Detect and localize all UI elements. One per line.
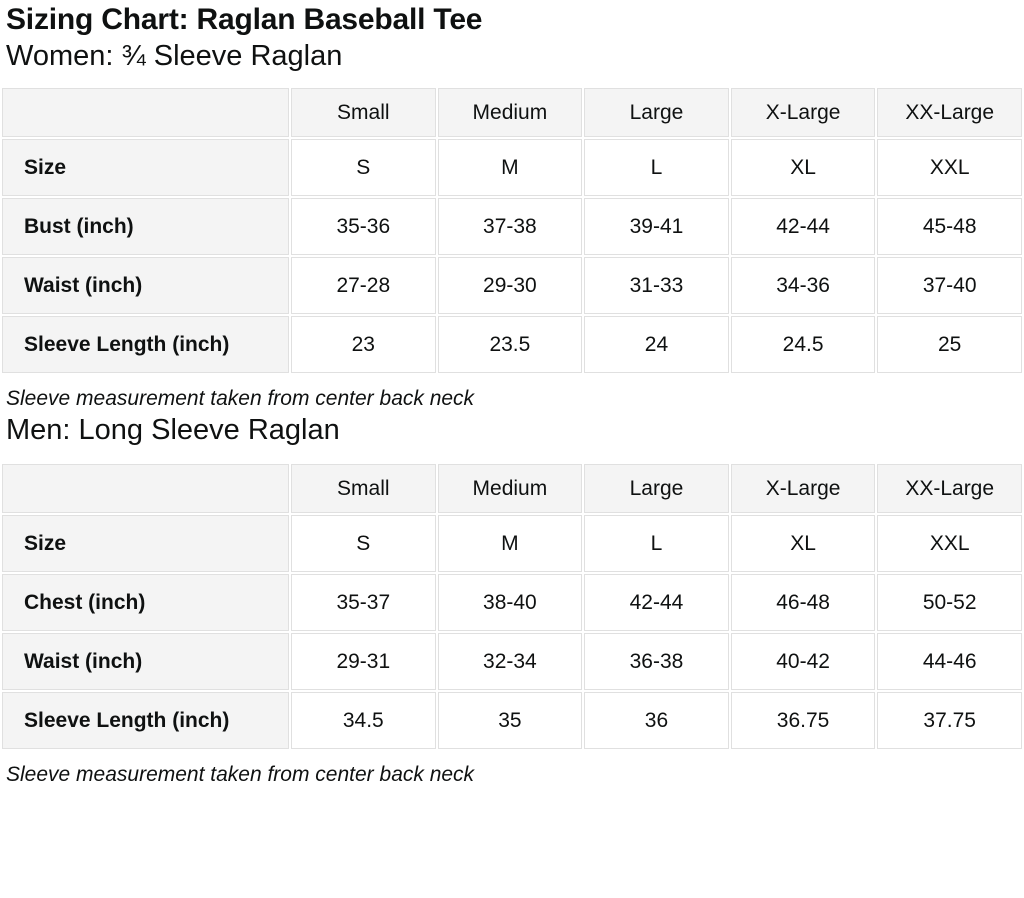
women-column-header-medium: Medium	[437, 88, 583, 137]
table-cell: 24	[584, 316, 729, 373]
table-cell: 36.75	[730, 692, 876, 749]
section-heading-women: Women: ¾ Sleeve Raglan	[6, 40, 343, 72]
row-label-sleeve-length: Sleeve Length (inch)	[2, 692, 289, 749]
women-column-header-small: Small	[291, 88, 436, 137]
table-cell: M	[437, 515, 583, 572]
table-cell: XXL	[877, 139, 1022, 196]
table-cell: 44-46	[877, 633, 1022, 690]
table-cell: S	[291, 515, 436, 572]
men-sizing-table: Small Medium Large X-Large XX-Large Size…	[0, 462, 1024, 751]
women-row-bust: Bust (inch) 35-36 37-38 39-41 42-44 45-4…	[2, 198, 1022, 255]
table-cell: 31-33	[584, 257, 729, 314]
men-column-header-medium: Medium	[437, 464, 583, 513]
men-row-size: Size S M L XL XXL	[2, 515, 1022, 572]
women-column-header-large: Large	[584, 88, 729, 137]
men-column-header-xlarge: X-Large	[730, 464, 876, 513]
row-label-size: Size	[2, 515, 289, 572]
page-title: Sizing Chart: Raglan Baseball Tee	[6, 3, 483, 36]
table-cell: 40-42	[730, 633, 876, 690]
table-cell: L	[584, 139, 729, 196]
men-corner-cell	[2, 464, 289, 513]
table-cell: 37.75	[877, 692, 1022, 749]
women-table-note: Sleeve measurement taken from center bac…	[6, 387, 475, 410]
table-cell: 42-44	[730, 198, 876, 255]
men-header-row: Small Medium Large X-Large XX-Large	[2, 464, 1022, 513]
men-table-note: Sleeve measurement taken from center bac…	[6, 763, 475, 786]
table-cell: 34-36	[730, 257, 876, 314]
sizing-chart-page: Sizing Chart: Raglan Baseball Tee Women:…	[0, 3, 1024, 786]
women-row-sleeve-length: Sleeve Length (inch) 23 23.5 24 24.5 25	[2, 316, 1022, 373]
table-cell: 36	[584, 692, 729, 749]
table-cell: 36-38	[584, 633, 729, 690]
table-cell: 37-40	[877, 257, 1022, 314]
men-row-chest: Chest (inch) 35-37 38-40 42-44 46-48 50-…	[2, 574, 1022, 631]
table-cell: 32-34	[437, 633, 583, 690]
men-column-header-large: Large	[584, 464, 729, 513]
row-label-bust: Bust (inch)	[2, 198, 289, 255]
women-column-header-xxlarge: XX-Large	[877, 88, 1022, 137]
women-header-row: Small Medium Large X-Large XX-Large	[2, 88, 1022, 137]
row-label-waist: Waist (inch)	[2, 633, 289, 690]
row-label-size: Size	[2, 139, 289, 196]
men-column-header-small: Small	[291, 464, 436, 513]
table-cell: XL	[730, 139, 876, 196]
row-label-sleeve-length: Sleeve Length (inch)	[2, 316, 289, 373]
table-cell: 27-28	[291, 257, 436, 314]
row-label-chest: Chest (inch)	[2, 574, 289, 631]
men-row-sleeve-length: Sleeve Length (inch) 34.5 35 36 36.75 37…	[2, 692, 1022, 749]
women-row-size: Size S M L XL XXL	[2, 139, 1022, 196]
row-label-waist: Waist (inch)	[2, 257, 289, 314]
women-column-header-xlarge: X-Large	[730, 88, 876, 137]
table-cell: 25	[877, 316, 1022, 373]
men-column-header-xxlarge: XX-Large	[877, 464, 1022, 513]
table-cell: 29-31	[291, 633, 436, 690]
table-cell: 39-41	[584, 198, 729, 255]
table-cell: 45-48	[877, 198, 1022, 255]
men-row-waist: Waist (inch) 29-31 32-34 36-38 40-42 44-…	[2, 633, 1022, 690]
table-cell: 24.5	[730, 316, 876, 373]
table-cell: 42-44	[584, 574, 729, 631]
women-corner-cell	[2, 88, 289, 137]
table-cell: 35-37	[291, 574, 436, 631]
women-sizing-table: Small Medium Large X-Large XX-Large Size…	[0, 86, 1024, 375]
table-cell: 29-30	[437, 257, 583, 314]
table-cell: M	[437, 139, 583, 196]
table-cell: 35-36	[291, 198, 436, 255]
section-heading-men: Men: Long Sleeve Raglan	[6, 414, 340, 446]
table-cell: 46-48	[730, 574, 876, 631]
table-cell: 23	[291, 316, 436, 373]
table-cell: XL	[730, 515, 876, 572]
table-cell: L	[584, 515, 729, 572]
table-cell: 38-40	[437, 574, 583, 631]
women-row-waist: Waist (inch) 27-28 29-30 31-33 34-36 37-…	[2, 257, 1022, 314]
table-cell: 37-38	[437, 198, 583, 255]
table-cell: 23.5	[437, 316, 583, 373]
table-cell: S	[291, 139, 436, 196]
table-cell: 34.5	[291, 692, 436, 749]
table-cell: XXL	[877, 515, 1022, 572]
table-cell: 50-52	[877, 574, 1022, 631]
table-cell: 35	[437, 692, 583, 749]
